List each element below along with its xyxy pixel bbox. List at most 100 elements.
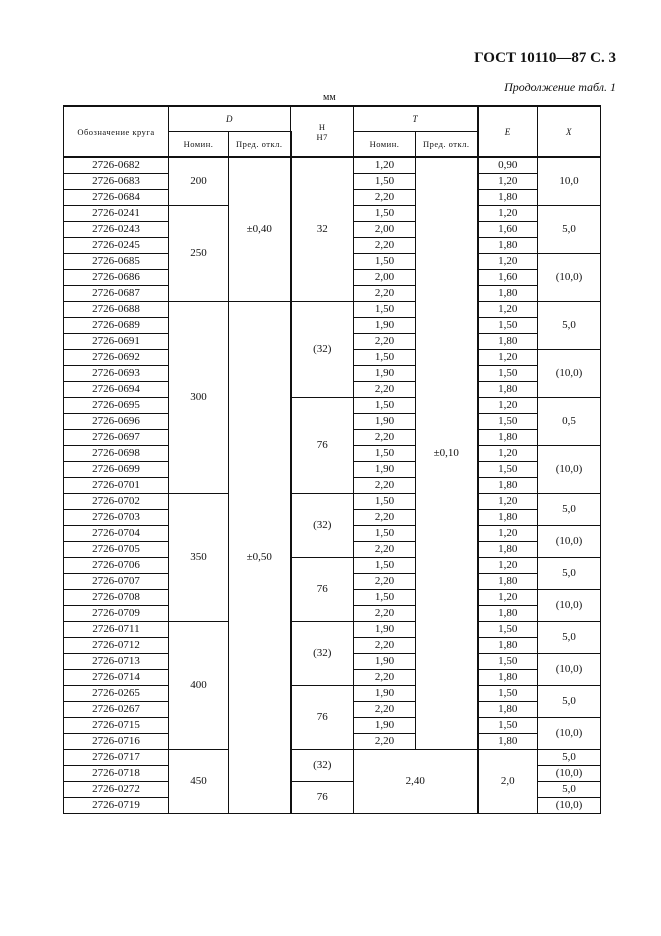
d-tolerance-cell: ±0,40 (228, 156, 292, 302)
e-cell: 1,60 (477, 221, 539, 238)
table-row: 2726-0695 76 1,50 1,20 0,5 (63, 397, 602, 494)
e-cell: 1,50 (477, 621, 539, 638)
designation-cell: 2726-0717 (63, 749, 169, 766)
designation-cell: 2726-0682 (63, 156, 169, 174)
t-nominal-cell: 2,20 (353, 285, 416, 302)
table-row: 2726-0245 2,20 1,80 (63, 237, 601, 254)
designation-cell: 2726-0701 (63, 477, 169, 494)
table-row: 2726-0685 1,50 1,20 (10,0) (63, 253, 602, 302)
col-t-nominal: Номин. (353, 131, 416, 158)
table-row: 2726-0267 2,20 1,80 (63, 701, 601, 718)
table-row: 2726-0682 200 ±0,40 32 1,20 ±0,10 0,90 10,0 (63, 156, 602, 750)
e-cell: 1,80 (477, 701, 539, 718)
e-cell: 1,20 (477, 557, 539, 574)
designation-cell: 2726-0695 (63, 397, 169, 414)
t-nominal-cell: 1,90 (353, 317, 416, 334)
e-cell: 1,80 (477, 669, 539, 686)
x-cell: 5,0 (537, 685, 602, 718)
designation-cell: 2726-0716 (63, 733, 169, 750)
t-nominal-cell: 2,40 (352, 749, 479, 814)
d-nominal-cell: 450 (168, 749, 229, 814)
table-row: 2726-0699 1,90 1,50 (63, 461, 601, 478)
d-nominal-cell: 400 (168, 621, 229, 750)
t-nominal-cell: 2,20 (353, 477, 416, 494)
t-nominal-cell: 2,20 (353, 669, 416, 686)
table-row: 2726-0692 1,50 1,20 (10,0) (63, 349, 602, 398)
h-cell: 76 (290, 685, 354, 750)
e-cell: 0,90 (477, 156, 539, 174)
col-h: H H7 (290, 105, 354, 158)
e-cell: 1,20 (477, 173, 539, 190)
t-nominal-cell: 1,90 (353, 653, 416, 670)
e-cell: 1,80 (477, 333, 539, 350)
table-row: 2726-0702 350 (32) 1,50 1,20 5,0 (63, 493, 602, 622)
designation-cell: 2726-0707 (63, 573, 169, 590)
t-nominal-cell: 1,50 (353, 493, 416, 510)
x-cell: (10,0) (537, 653, 602, 686)
x-cell: 5,0 (537, 621, 602, 654)
table-row: 2726-0714 2,20 1,80 (63, 669, 601, 686)
t-nominal-cell: 2,20 (353, 333, 416, 350)
e-cell: 1,20 (477, 397, 539, 414)
e-cell: 1,50 (477, 461, 539, 478)
e-cell: 1,80 (477, 285, 539, 302)
grinding-wheel-table: Обозначение круга D H H7 T E X Номин. Пре… (63, 105, 602, 814)
e-cell: 1,60 (477, 269, 539, 286)
t-nominal-cell: 1,50 (353, 349, 416, 366)
d-nominal-cell: 250 (168, 205, 229, 302)
x-cell: (10,0) (537, 349, 602, 398)
designation-cell: 2726-0693 (63, 365, 169, 382)
x-cell: 5,0 (537, 205, 602, 254)
t-nominal-cell: 2,20 (353, 573, 416, 590)
h-cell: 76 (290, 557, 354, 622)
designation-cell: 2726-0705 (63, 541, 169, 558)
e-cell: 1,50 (477, 317, 539, 334)
x-cell: (10,0) (537, 765, 602, 782)
t-nominal-cell: 2,20 (353, 237, 416, 254)
designation-cell: 2726-0719 (63, 797, 169, 814)
t-nominal-cell: 2,20 (353, 733, 416, 750)
designation-cell: 2726-0685 (63, 253, 169, 270)
t-nominal-cell: 1,90 (353, 685, 416, 702)
designation-cell: 2726-0265 (63, 685, 169, 702)
e-cell: 2,0 (477, 749, 539, 814)
t-tolerance-cell: ±0,10 (414, 156, 479, 750)
t-nominal-cell: 2,20 (353, 189, 416, 206)
designation-cell: 2726-0689 (63, 317, 169, 334)
table-row: 2726-0243 2,00 1,60 (63, 221, 601, 238)
designation-cell: 2726-0713 (63, 653, 169, 670)
table-row: 2726-0265 76 1,90 1,50 5,0 (63, 685, 602, 750)
e-cell: 1,80 (477, 541, 539, 558)
t-nominal-cell: 1,50 (353, 253, 416, 270)
col-x: X (537, 105, 602, 158)
col-t: T (352, 105, 479, 132)
e-cell: 1,80 (477, 477, 539, 494)
designation-cell: 2726-0696 (63, 413, 169, 430)
t-nominal-cell: 2,20 (353, 509, 416, 526)
table-row: 2726-0708 1,50 1,20 (10,0) (63, 589, 602, 622)
t-nominal-cell: 2,20 (353, 701, 416, 718)
x-cell: 5,0 (537, 301, 602, 350)
designation-cell: 2726-0702 (63, 493, 169, 510)
unit-label: мм (323, 92, 336, 103)
e-cell: 1,80 (477, 637, 539, 654)
h-cell: (32) (290, 493, 354, 558)
designation-cell: 2726-0699 (63, 461, 169, 478)
table-row: 2726-0687 2,20 1,80 (63, 285, 601, 302)
col-d: D (168, 105, 291, 132)
document-header: ГОСТ 10110—87 С. 3 (474, 50, 616, 66)
e-cell: 1,80 (477, 381, 539, 398)
designation-cell: 2726-0687 (63, 285, 169, 302)
d-nominal-cell: 300 (168, 301, 229, 494)
e-cell: 1,20 (477, 205, 539, 222)
table-row: 2726-0691 2,20 1,80 (63, 333, 601, 350)
col-e: E (477, 105, 539, 158)
h-cell: 76 (290, 781, 354, 814)
e-cell: 1,50 (477, 413, 539, 430)
t-nominal-cell: 1,50 (353, 205, 416, 222)
t-nominal-cell: 2,20 (353, 429, 416, 446)
designation-cell: 2726-0686 (63, 269, 169, 286)
d-nominal-cell: 200 (168, 156, 229, 206)
e-cell: 1,80 (477, 605, 539, 622)
t-nominal-cell: 2,20 (353, 605, 416, 622)
